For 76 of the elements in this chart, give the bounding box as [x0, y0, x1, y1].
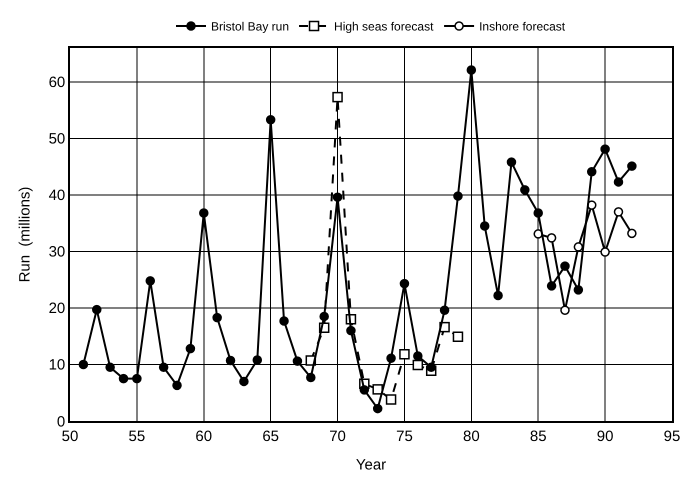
point	[372, 404, 382, 414]
point	[306, 372, 316, 382]
point	[533, 208, 543, 218]
point	[586, 167, 596, 177]
y-tick-label: 60	[48, 74, 66, 92]
point	[480, 221, 490, 231]
point	[332, 192, 342, 202]
point	[199, 208, 209, 218]
point	[574, 242, 584, 252]
point	[186, 344, 196, 354]
point	[600, 247, 610, 257]
y-tick-label: 10	[48, 356, 66, 374]
x-tick-label: 90	[596, 428, 614, 445]
point	[105, 362, 115, 372]
y-tick-label: 50	[48, 130, 66, 148]
legend-label: Bristol Bay run	[211, 20, 290, 34]
point	[92, 304, 102, 314]
point	[440, 305, 450, 315]
point	[546, 233, 556, 243]
y-tick-label: 40	[48, 187, 66, 204]
point	[453, 191, 463, 201]
x-tick-label: 95	[664, 428, 680, 445]
point	[386, 354, 396, 364]
point	[279, 316, 289, 326]
point	[412, 360, 424, 370]
point	[520, 185, 530, 195]
point	[239, 376, 249, 386]
point	[226, 356, 236, 366]
point	[560, 305, 570, 315]
point	[319, 312, 329, 322]
point	[574, 285, 584, 295]
point	[413, 351, 423, 361]
point	[466, 65, 476, 75]
point	[600, 144, 610, 154]
x-tick-label: 55	[128, 428, 146, 445]
point	[252, 355, 262, 365]
y-tick-label: 0	[56, 413, 66, 430]
point	[78, 360, 88, 370]
point	[614, 177, 624, 187]
x-tick-label: 75	[396, 428, 413, 445]
point	[132, 374, 142, 384]
y-tick-label: 20	[48, 300, 66, 318]
x-tick-label: 50	[62, 428, 78, 445]
point	[627, 161, 637, 171]
point	[292, 356, 302, 366]
x-tick-label: 80	[462, 428, 480, 445]
point	[346, 326, 356, 336]
point	[212, 312, 222, 322]
y-axis-title: Run (millions)	[16, 186, 34, 282]
point	[172, 380, 182, 390]
x-tick-label: 70	[329, 428, 346, 445]
y-tick-label: 30	[48, 244, 66, 261]
point	[332, 92, 343, 102]
point	[614, 207, 624, 217]
legend-label: Inshore forecast	[479, 20, 566, 34]
point	[118, 374, 128, 384]
point	[158, 362, 168, 372]
legend-label: High seas forecast	[334, 20, 434, 34]
point	[426, 362, 436, 372]
point	[386, 394, 396, 405]
point	[360, 385, 370, 395]
x-tick-label: 60	[195, 428, 212, 445]
point	[452, 332, 464, 342]
x-axis-title: Year	[356, 456, 386, 474]
point	[560, 261, 570, 271]
point	[493, 290, 503, 300]
point	[400, 278, 410, 288]
x-tick-label: 85	[530, 428, 547, 445]
point	[546, 281, 556, 291]
point	[372, 384, 383, 395]
point	[146, 276, 156, 286]
point	[399, 349, 410, 360]
x-tick-label: 65	[262, 428, 280, 445]
point	[266, 115, 276, 125]
point	[506, 157, 516, 167]
point	[627, 228, 637, 238]
